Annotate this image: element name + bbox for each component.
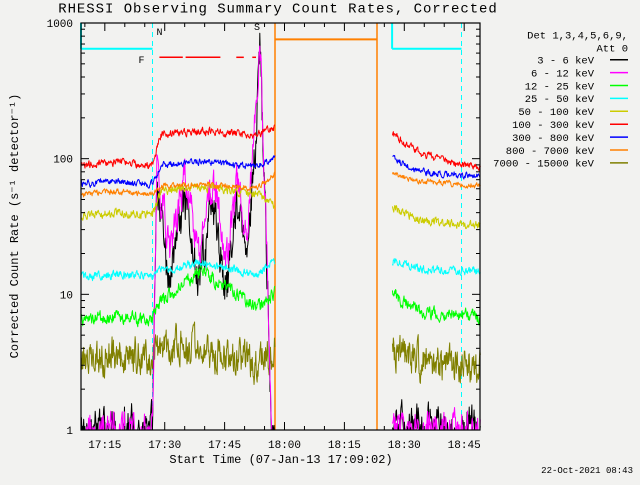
svg-text:22-Oct-2021 08:43: 22-Oct-2021 08:43 [541,466,633,476]
svg-text:25 - 50 keV: 25 - 50 keV [525,94,595,106]
svg-text:Start Time (07-Jan-13 17:09:02: Start Time (07-Jan-13 17:09:02) [169,453,392,467]
svg-text:17:45: 17:45 [208,440,241,452]
svg-text:Corrected Count Rate (s⁻¹ dete: Corrected Count Rate (s⁻¹ detector⁻¹) [8,94,22,359]
svg-text:18:45: 18:45 [448,440,481,452]
svg-text:17:30: 17:30 [148,440,181,452]
svg-text:3 - 6 keV: 3 - 6 keV [537,56,594,68]
svg-text:1: 1 [66,426,73,438]
svg-text:F: F [139,56,145,67]
svg-text:10: 10 [60,290,73,302]
svg-text:S: S [254,23,260,34]
svg-text:18:00: 18:00 [268,440,301,452]
svg-text:Det 1,3,4,5,6,9,: Det 1,3,4,5,6,9, [527,31,628,43]
svg-text:17:15: 17:15 [88,440,121,452]
svg-text:100: 100 [53,155,73,167]
svg-text:800 - 7000 keV: 800 - 7000 keV [506,146,595,158]
svg-text:100 - 300 keV: 100 - 300 keV [512,120,595,132]
svg-text:RHESSI Observing Summary Count: RHESSI Observing Summary Count Rates, Co… [58,2,498,18]
svg-text:1000: 1000 [47,19,73,31]
svg-text:50 - 100 keV: 50 - 100 keV [518,107,594,119]
svg-text:18:30: 18:30 [388,440,421,452]
svg-text:12 - 25 keV: 12 - 25 keV [525,81,595,93]
svg-text:Att 0: Att 0 [596,44,628,56]
svg-text:7000 - 15000 keV: 7000 - 15000 keV [493,159,595,171]
svg-text:18:15: 18:15 [328,440,361,452]
svg-text:300 - 800 keV: 300 - 800 keV [512,133,595,145]
svg-text:N: N [157,28,163,39]
svg-text:6 - 12 keV: 6 - 12 keV [531,68,595,80]
